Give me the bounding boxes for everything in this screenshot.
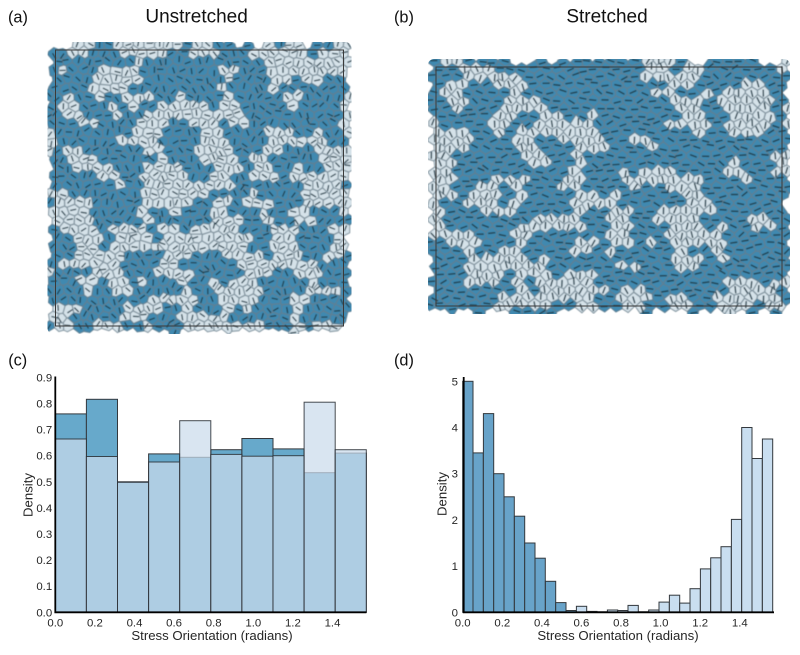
svg-text:0.8: 0.8	[613, 617, 629, 629]
svg-text:Density: Density	[435, 472, 450, 516]
svg-text:1.0: 1.0	[245, 617, 261, 629]
svg-text:4: 4	[452, 423, 458, 435]
svg-text:1.4: 1.4	[325, 617, 341, 629]
svg-text:0.8: 0.8	[36, 399, 52, 411]
svg-text:0.3: 0.3	[36, 529, 52, 541]
svg-text:0.2: 0.2	[87, 617, 103, 629]
svg-text:0.2: 0.2	[494, 617, 510, 629]
svg-text:2: 2	[452, 515, 458, 527]
svg-text:0.1: 0.1	[36, 581, 52, 593]
svg-text:0.6: 0.6	[573, 617, 589, 629]
svg-text:1.4: 1.4	[732, 617, 748, 629]
svg-text:0.2: 0.2	[36, 555, 52, 567]
svg-text:0.9: 0.9	[36, 372, 52, 384]
svg-text:0.5: 0.5	[36, 477, 52, 489]
svg-text:0.0: 0.0	[455, 617, 471, 629]
svg-text:Density: Density	[21, 473, 36, 517]
svg-text:Unstretched: Unstretched	[145, 6, 247, 27]
svg-text:(d): (d)	[394, 352, 414, 370]
svg-text:0.0: 0.0	[47, 617, 63, 629]
svg-text:Stretched: Stretched	[566, 6, 647, 27]
svg-text:0.4: 0.4	[127, 617, 143, 629]
svg-text:(b): (b)	[394, 8, 414, 26]
svg-text:0.8: 0.8	[206, 617, 222, 629]
svg-text:5: 5	[452, 376, 458, 388]
svg-text:0: 0	[452, 607, 458, 619]
svg-text:3: 3	[452, 469, 458, 481]
svg-text:1.2: 1.2	[285, 617, 301, 629]
svg-text:1.2: 1.2	[692, 617, 708, 629]
svg-text:0.0: 0.0	[36, 607, 52, 619]
svg-text:0.7: 0.7	[36, 425, 52, 437]
svg-text:0.6: 0.6	[36, 451, 52, 463]
svg-text:(c): (c)	[8, 352, 27, 370]
svg-text:0.4: 0.4	[36, 503, 52, 515]
svg-text:1.0: 1.0	[653, 617, 669, 629]
svg-text:1: 1	[452, 561, 458, 573]
svg-text:Stress Orientation (radians): Stress Orientation (radians)	[537, 628, 698, 643]
svg-text:0.4: 0.4	[534, 617, 550, 629]
svg-text:0.6: 0.6	[166, 617, 182, 629]
svg-text:Stress Orientation (radians): Stress Orientation (radians)	[131, 628, 292, 643]
svg-text:(a): (a)	[8, 8, 28, 26]
